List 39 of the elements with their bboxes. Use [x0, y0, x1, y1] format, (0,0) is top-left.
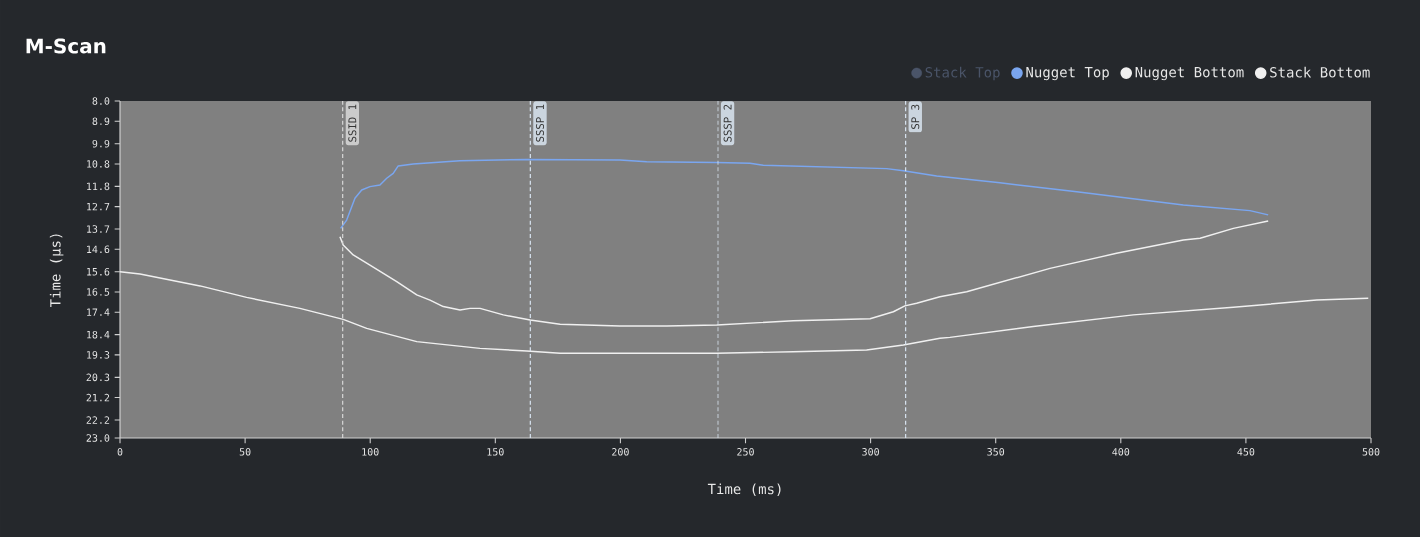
- x-tick-label: 200: [612, 448, 629, 456]
- y-tick-label: 16.5: [87, 288, 110, 296]
- y-tick-label: 18.4: [87, 330, 110, 339]
- x-tick-label: 400: [1112, 448, 1130, 456]
- x-tick-label: 500: [1362, 448, 1380, 456]
- y-tick-label: 23.0: [86, 434, 110, 442]
- y-tick-label: 10.8: [87, 160, 110, 168]
- legend-label: Stack Bottom: [1270, 66, 1370, 78]
- x-tick-label: 100: [362, 448, 379, 456]
- x-tick-label: 0: [117, 448, 123, 456]
- y-tick-label: 14.6: [87, 245, 110, 254]
- y-tick-label: 12.7: [87, 202, 110, 211]
- ref-line-label: SP 3: [911, 104, 920, 129]
- y-tick-label: 15.6: [87, 267, 110, 276]
- y-tick-label: 9.9: [92, 139, 110, 148]
- ref-line-label: SSSP 2: [723, 104, 732, 142]
- y-tick-label: 13.7: [87, 225, 110, 233]
- x-tick-label: 350: [987, 448, 1005, 456]
- x-tick-label: 250: [737, 448, 754, 456]
- x-tick-label: 150: [487, 448, 504, 456]
- y-tick-label: 22.2: [86, 416, 110, 424]
- ref-line-label: SSID 1: [348, 104, 357, 142]
- y-tick-label: 11.8: [87, 182, 110, 191]
- ref-line-label: SSSP 1: [535, 104, 544, 142]
- x-tick-label: 450: [1237, 448, 1255, 456]
- y-tick-label: 8.9: [92, 117, 110, 126]
- y-tick-label: 8.0: [92, 97, 110, 105]
- x-axis-title: Time (ms): [707, 483, 781, 496]
- y-axis-title: Time (µs): [49, 234, 64, 308]
- x-tick-label: 300: [862, 448, 879, 456]
- chart-title: M-Scan: [26, 38, 106, 54]
- y-tick-label: 19.3: [87, 351, 110, 359]
- legend-label: Nugget Top: [1026, 66, 1109, 81]
- y-tick-label: 21.2: [86, 393, 110, 402]
- y-tick-label: 17.4: [87, 308, 110, 316]
- legend-label: Stack Top: [925, 66, 1000, 81]
- legend-label: Nugget Bottom: [1135, 66, 1244, 81]
- x-tick-label: 50: [239, 448, 251, 456]
- y-tick-label: 20.3: [86, 373, 110, 382]
